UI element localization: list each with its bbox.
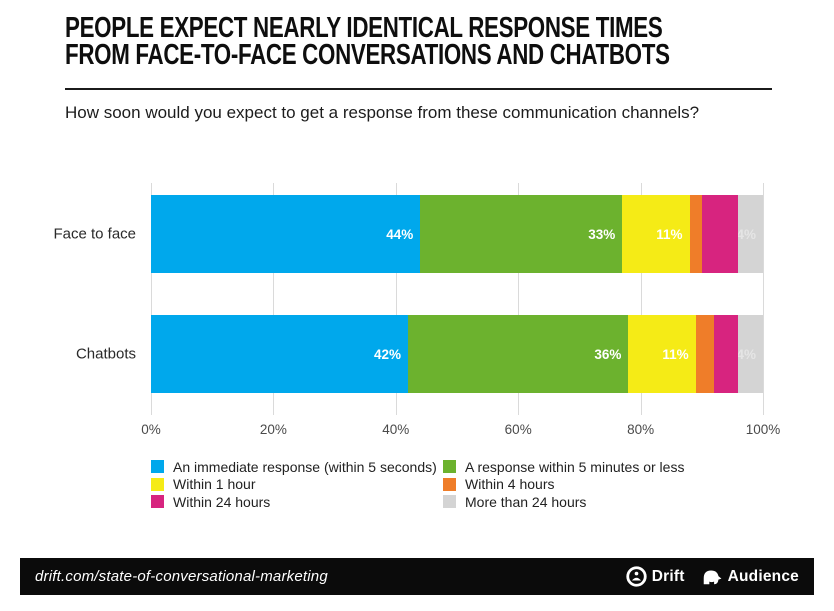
drift-brand: Drift [626,566,685,587]
bar-segment: 4% [738,315,763,393]
legend-item: More than 24 hours [443,493,735,510]
legend-column-2: A response within 5 minutes or less Withi… [443,458,735,510]
bar-segment: 11% [628,315,696,393]
legend-swatch [151,477,164,491]
chart-question: How soon would you expect to get a respo… [65,103,700,122]
category-label: Chatbots [75,345,136,363]
bar-segment: 44% [151,195,421,273]
title-line-1: PEOPLE EXPECT NEARLY IDENTICAL RESPONSE … [65,12,663,44]
x-tick-label: 60% [504,422,532,437]
bar-chatbots: 42% 36% 11% 4% [151,315,763,393]
legend-label: Within 1 hour [173,476,256,492]
legend-item: Within 24 hours [151,493,443,510]
x-tick-label: 0% [141,422,161,437]
legend-label: A response within 5 minutes or less [465,458,685,475]
page-title: PEOPLE EXPECT NEARLY IDENTICAL RESPONSE … [65,12,670,71]
legend-item: An immediate response (within 5 seconds) [151,458,443,475]
title-line-2: FROM FACE-TO-FACE CONVERSATIONS AND CHAT… [65,39,670,71]
legend-swatch [443,460,456,473]
drift-logo-icon [626,566,647,587]
gridline-0 [151,183,152,415]
legend-item: Within 1 hour [151,476,443,492]
bar-segment: 11% [622,195,690,273]
legend-label: More than 24 hours [465,493,587,510]
bar-segment: 33% [420,195,623,273]
segment-value-label: 44% [386,226,414,242]
segment-value-label: 11% [656,226,683,242]
legend-swatch [443,495,456,508]
bar-face-to-face: 44% 33% 11% 4% [151,195,763,273]
segment-value-label: 33% [588,226,616,242]
legend-swatch [151,495,164,508]
audience-logo-icon [703,570,722,585]
title-divider [65,88,772,90]
legend-swatch [443,477,456,491]
bar-segment: 4% [738,195,763,273]
x-tick-label: 100% [745,422,781,437]
audience-brand-label: Audience [727,567,799,585]
bar-segment [701,195,739,273]
bar-segment: 36% [408,315,629,393]
bar-segment [695,315,715,393]
x-tick-label: 20% [259,422,287,437]
x-tick-label: 40% [382,422,410,437]
legend-item: Within 4 hours [443,476,735,492]
segment-value-label: 4% [738,346,756,362]
gridline-60 [518,183,520,415]
bar-segment: 42% [151,315,409,393]
bar-segment [714,315,739,393]
legend-swatch [151,460,164,473]
x-tick-label: 80% [627,422,655,437]
drift-brand-label: Drift [651,567,685,585]
plot-area: 0% 20% 40% 60% 80% 100% 44% 33% 11% 4% 42% 36% 11% 4% [141,183,780,437]
segment-value-label: 36% [594,346,622,362]
gridline-40 [395,183,397,415]
legend: An immediate response (within 5 seconds)… [151,458,735,510]
bar-segment [689,195,702,273]
segment-value-label: 4% [738,226,756,242]
segment-value-label: 11% [662,346,689,362]
legend-item: A response within 5 minutes or less [443,458,735,475]
legend-label: Within 4 hours [465,476,555,492]
audience-brand: Audience [700,567,799,586]
source-url: drift.com/state-of-conversational-market… [35,568,328,585]
chart: 0% 20% 40% 60% 80% 100% 44% 33% 11% 4% 42% 36% 11% 4%… [0,183,834,445]
legend-label: Within 24 hours [173,493,271,510]
gridline-80 [640,183,642,415]
gridline-20 [273,183,275,415]
legend-label: An immediate response (within 5 seconds) [173,458,437,475]
category-label: Face to face [53,225,136,243]
segment-value-label: 42% [374,346,402,362]
legend-column-1: An immediate response (within 5 seconds)… [151,458,443,510]
gridline-100 [763,183,764,415]
footer: drift.com/state-of-conversational-market… [20,558,814,595]
